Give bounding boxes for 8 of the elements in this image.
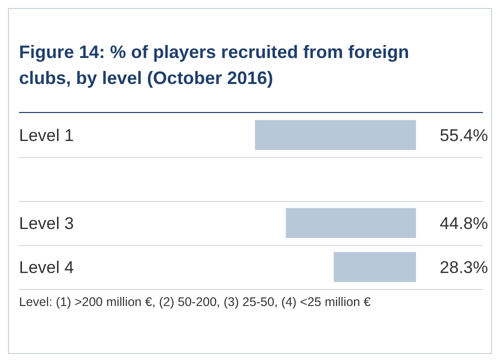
y-tick-label: Level 4 — [19, 258, 74, 277]
y-tick-label: Level 1 — [19, 126, 74, 145]
data-label: 28.3% — [440, 258, 488, 278]
y-tick-label: Level 3 — [19, 214, 74, 233]
text: Level: (1) >200 million €, (2) 50-200, (3) 25-50, (4) <25 million € — [19, 295, 371, 309]
data-label: 55.4% — [440, 126, 488, 146]
chart-title: Figure 14: % of players recruited from foreign clubs, by level (October 2016) — [19, 41, 410, 90]
data-label: 44.8% — [440, 214, 488, 234]
